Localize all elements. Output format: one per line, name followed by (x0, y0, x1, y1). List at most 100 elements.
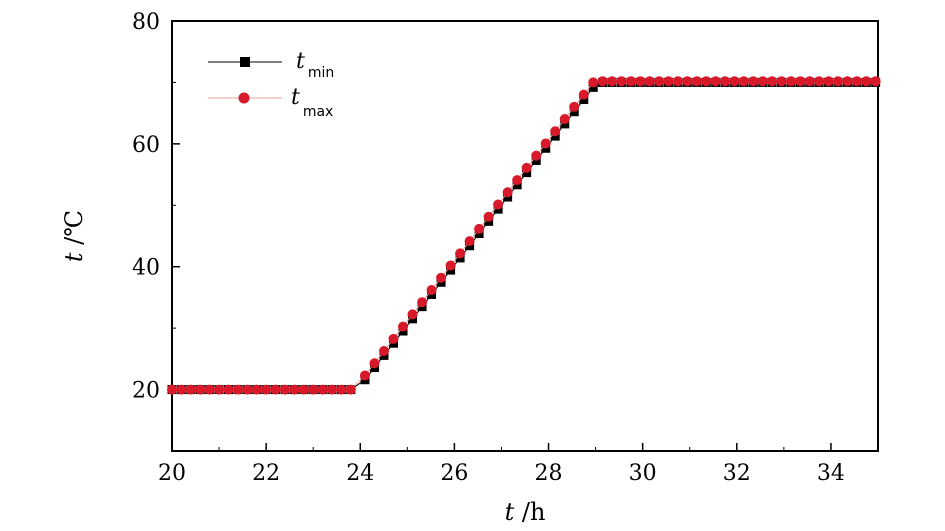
y-axis-ticks: 20 40 60 80 (132, 10, 180, 452)
data-point (757, 76, 768, 87)
data-point (204, 384, 215, 395)
y-tick-label: 80 (132, 10, 160, 35)
data-point (185, 384, 196, 395)
data-point (502, 187, 513, 198)
data-point (251, 384, 262, 395)
x-tick-label: 20 (158, 461, 186, 486)
data-point (767, 76, 778, 87)
data-point (616, 76, 627, 87)
legend-var-tmax: t (291, 85, 300, 110)
data-point (369, 358, 380, 369)
x-tick-label: 24 (346, 461, 374, 486)
series-layer (167, 76, 881, 395)
legend-entry-tmax: tmax (208, 85, 333, 120)
data-point (474, 223, 485, 234)
x-axis-ticks: 20 22 24 26 28 30 32 34 (158, 443, 845, 486)
data-point (214, 384, 225, 395)
data-point (279, 384, 290, 395)
data-point (823, 76, 834, 87)
data-point (289, 384, 300, 395)
data-point (317, 384, 328, 395)
data-point (398, 321, 409, 332)
data-point (607, 76, 618, 87)
data-point (378, 346, 389, 357)
x-axis-label: t /h (505, 498, 546, 526)
data-point (597, 76, 608, 87)
data-point (644, 76, 655, 87)
data-point (738, 76, 749, 87)
y-tick-label: 40 (132, 256, 160, 281)
data-point (569, 101, 580, 112)
y-axis-label-unit: /℃ (60, 210, 88, 253)
x-tick-label: 34 (817, 461, 845, 486)
data-point (578, 89, 589, 100)
legend: t min tmax (208, 49, 334, 120)
data-point (531, 150, 542, 161)
legend-label-tmax: tmax (291, 85, 333, 120)
data-point (298, 384, 309, 395)
data-point (861, 76, 872, 87)
y-tick-label: 60 (132, 133, 160, 158)
data-point (559, 114, 570, 125)
data-point (521, 162, 532, 173)
data-point (540, 138, 551, 149)
data-point (776, 76, 787, 87)
data-point (388, 333, 399, 344)
data-point (195, 384, 206, 395)
y-axis-label-var: t (60, 252, 88, 262)
data-point (870, 76, 881, 87)
x-tick-label: 26 (440, 461, 468, 486)
data-point (795, 76, 806, 87)
x-axis-label-var: t (505, 498, 515, 526)
data-point (654, 76, 665, 87)
data-point (682, 76, 693, 87)
data-point (327, 384, 338, 395)
data-point (407, 309, 418, 320)
data-point (436, 272, 447, 283)
data-point (359, 370, 370, 381)
plot-frame (171, 20, 879, 452)
data-point (729, 76, 740, 87)
data-point (336, 384, 347, 395)
series-tmin (167, 77, 881, 395)
y-axis-label: t /℃ (60, 210, 88, 262)
data-point (167, 384, 177, 395)
series-line (172, 80, 876, 391)
data-point (176, 384, 187, 395)
data-point (426, 284, 437, 295)
legend-sub-tmax: max (303, 104, 334, 120)
data-point (588, 77, 599, 88)
series-line (172, 81, 876, 391)
data-point (625, 76, 636, 87)
data-point (455, 248, 466, 259)
legend-label-tmin: t min (296, 49, 334, 81)
legend-entry-tmin: t min (208, 49, 334, 81)
data-point (663, 76, 674, 87)
data-point (720, 76, 731, 87)
data-point (493, 199, 504, 210)
legend-marker-tmax (238, 92, 250, 104)
data-point (701, 76, 712, 87)
x-tick-label: 32 (723, 461, 751, 486)
data-point (308, 384, 319, 395)
data-point (445, 260, 456, 271)
data-point (851, 76, 862, 87)
data-point (710, 76, 721, 87)
legend-marker-tmin (240, 57, 250, 67)
x-tick-label: 30 (629, 461, 657, 486)
data-point (417, 297, 428, 308)
y-tick-label: 20 (132, 379, 160, 404)
data-point (691, 76, 702, 87)
data-point (270, 384, 281, 395)
data-point (785, 76, 796, 87)
data-point (814, 76, 825, 87)
data-point (672, 76, 683, 87)
data-point (261, 384, 272, 395)
data-point (464, 236, 475, 247)
data-point (635, 76, 646, 87)
legend-sub-tmin: min (308, 65, 334, 81)
data-point (242, 384, 253, 395)
series-tmax (167, 76, 881, 395)
legend-var-tmin: t (296, 49, 305, 74)
